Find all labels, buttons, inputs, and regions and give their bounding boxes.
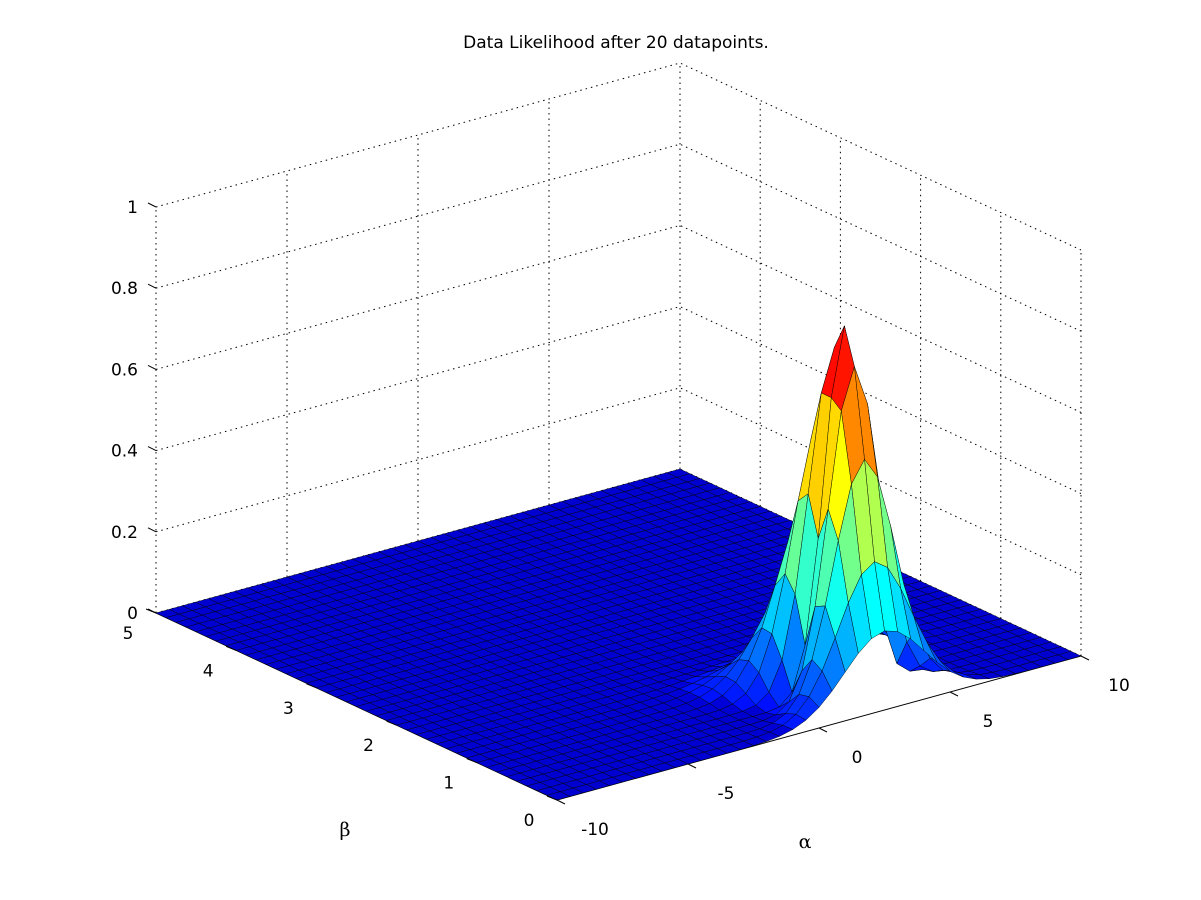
grid-line-z (155, 224, 1082, 413)
z-tick-label: 0.6 (111, 360, 138, 380)
x-tick-mark (818, 727, 828, 733)
y-tick-label: 2 (363, 736, 374, 756)
x-tick-label: 5 (983, 712, 994, 732)
z-tick-label: 0.2 (111, 523, 138, 543)
likelihood-surface (155, 325, 1082, 801)
z-tick-mark (147, 527, 157, 533)
y-tick-mark (226, 645, 237, 651)
z-tick-mark (147, 202, 157, 208)
x-tick-mark (687, 763, 697, 769)
x-axis-label: α (799, 831, 812, 853)
y-tick-label: 5 (123, 624, 134, 644)
x-tick-mark (1080, 655, 1090, 661)
z-tick-label: 0.8 (111, 279, 138, 299)
z-tick-mark (147, 364, 157, 370)
z-tick-label: 1 (127, 198, 138, 218)
x-tick-label: 10 (1108, 676, 1130, 696)
x-tick-label: -10 (581, 820, 609, 840)
x-tick-mark (949, 691, 959, 697)
grid-line-z (155, 62, 1082, 251)
grid-line-z (155, 306, 1082, 495)
z-tick-mark (147, 283, 157, 289)
z-tick-mark (147, 608, 157, 614)
y-tick-mark (306, 683, 317, 689)
y-tick-label: 1 (443, 774, 454, 794)
y-axis-label: β (340, 819, 351, 841)
y-tick-mark (466, 758, 477, 764)
chart-title: Data Likelihood after 20 datapoints. (463, 33, 769, 53)
y-tick-label: 0 (524, 811, 535, 831)
x-tick-mark (556, 799, 566, 805)
x-tick-label: 0 (852, 748, 863, 768)
y-tick-mark (546, 795, 558, 801)
z-tick-label: 0 (127, 604, 138, 624)
x-tick-label: -5 (718, 784, 735, 804)
y-tick-label: 4 (203, 661, 214, 681)
y-tick-mark (386, 720, 397, 726)
z-tick-mark (147, 446, 157, 452)
z-tick-label: 0.4 (111, 442, 138, 462)
grid-line-z (155, 143, 1082, 332)
y-tick-label: 3 (283, 699, 294, 719)
